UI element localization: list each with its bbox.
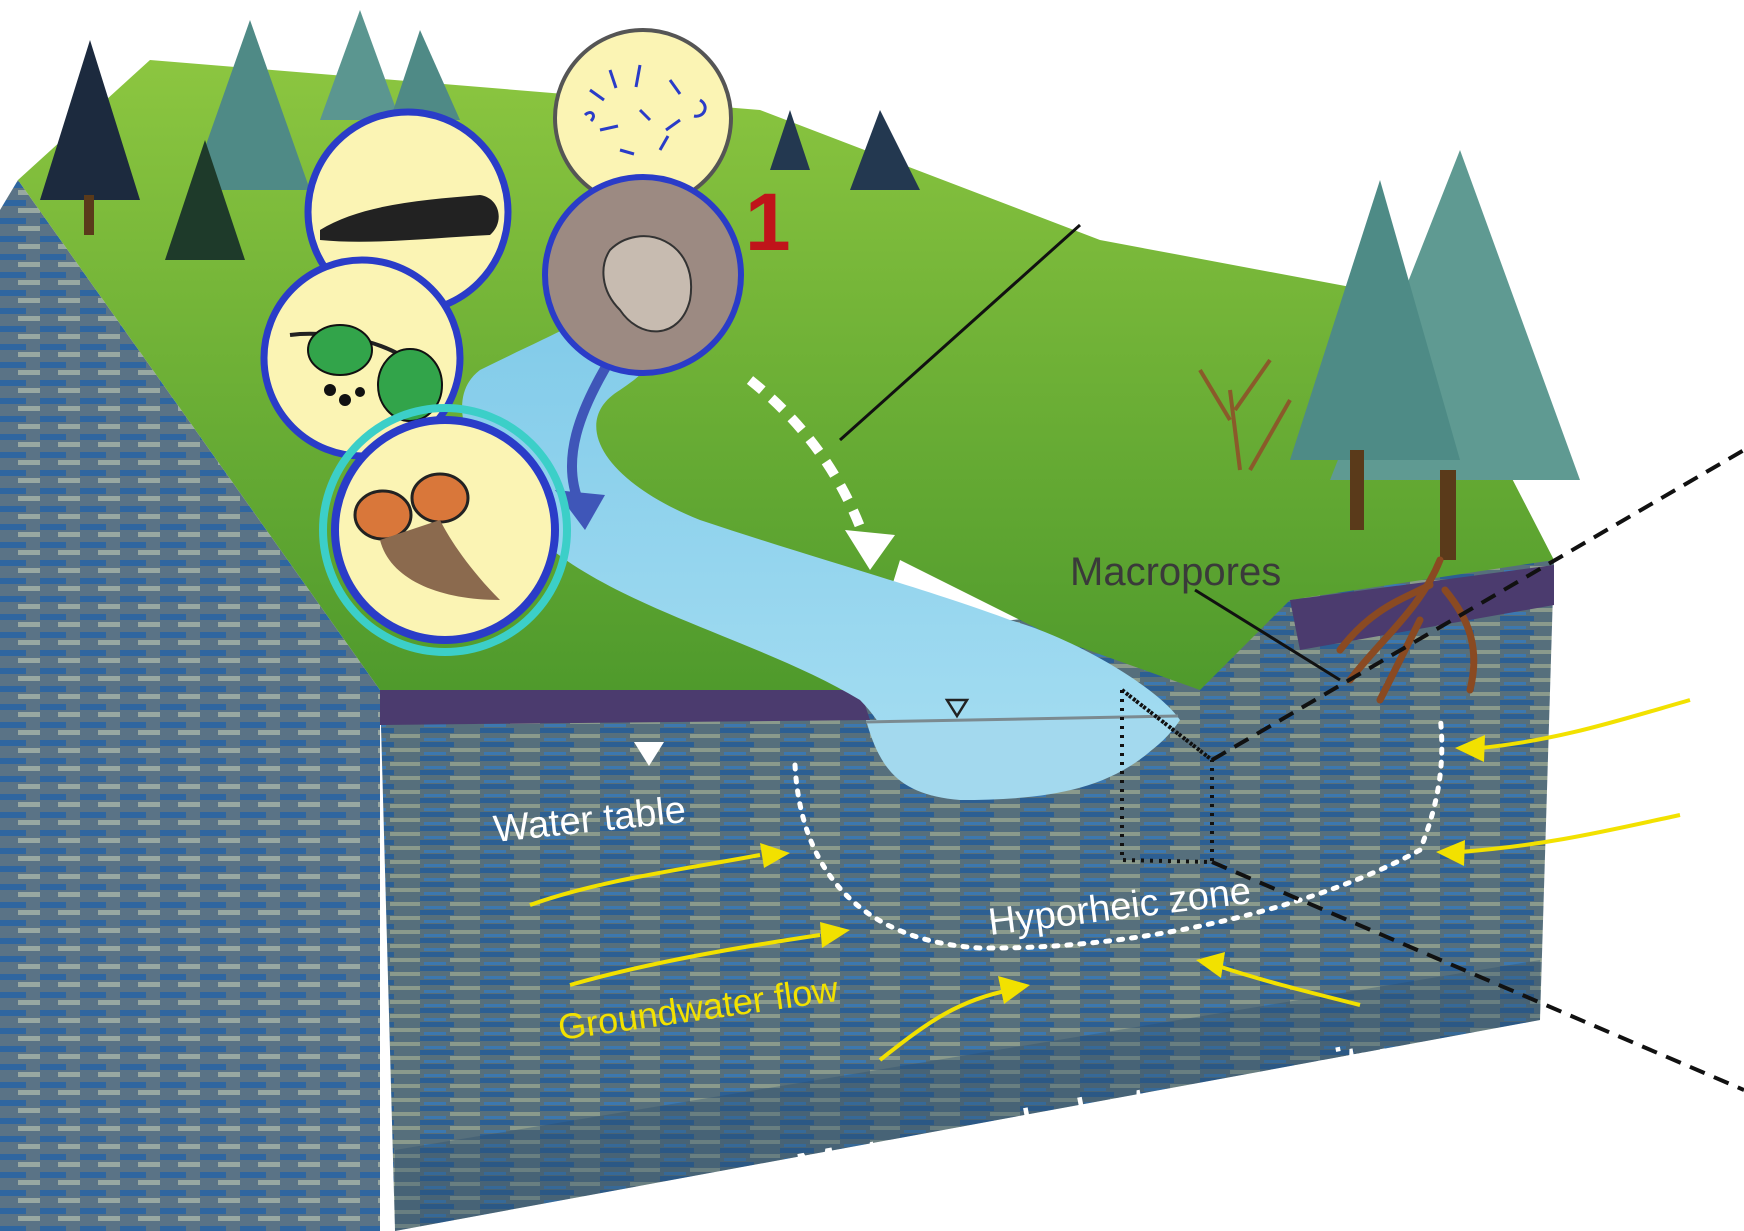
water-table-marker-right (1580, 650, 1610, 674)
aquatic-larva-icon (320, 195, 499, 242)
macropores-leader (1194, 588, 1341, 682)
block-side-face (0, 180, 380, 1231)
alder-leaves-icon (289, 324, 443, 422)
inset-flow-arrow-head (555, 490, 605, 530)
number-marker: 1 (745, 177, 791, 268)
inset-protozoa (542, 174, 744, 376)
stream-water-level-marker (944, 698, 970, 719)
projection-lines (1210, 448, 1744, 1092)
leader-line (838, 223, 1082, 442)
inset-alder (260, 256, 464, 460)
trees (40, 10, 1580, 560)
groundwater-arrow-heads (760, 735, 1485, 1004)
stream-cross-section (866, 720, 1178, 800)
soil-layer (380, 680, 870, 725)
stream-surface-line (865, 714, 1179, 724)
bare-shrub (1198, 358, 1292, 471)
tree-roots (1336, 556, 1478, 704)
protozoa-icon (602, 235, 693, 333)
block-front-face (380, 560, 1554, 1231)
sewage-pipes-icon (353, 472, 500, 600)
infiltration-arrow (746, 376, 870, 542)
bacteria-icon (583, 64, 707, 156)
stream (462, 240, 1180, 790)
inset-pipes (319, 404, 571, 656)
front-face-shade (395, 960, 1540, 1231)
infiltration-arrow-head (845, 530, 895, 570)
water-table-marker-left (634, 742, 664, 766)
inset-flow-arrow (567, 357, 615, 508)
groundwater-arrows (529, 698, 1691, 1062)
hyporheic-zone-boundary (792, 712, 1445, 951)
zoom-window (1120, 688, 1214, 865)
macropores-label: Macropores (1070, 550, 1281, 594)
